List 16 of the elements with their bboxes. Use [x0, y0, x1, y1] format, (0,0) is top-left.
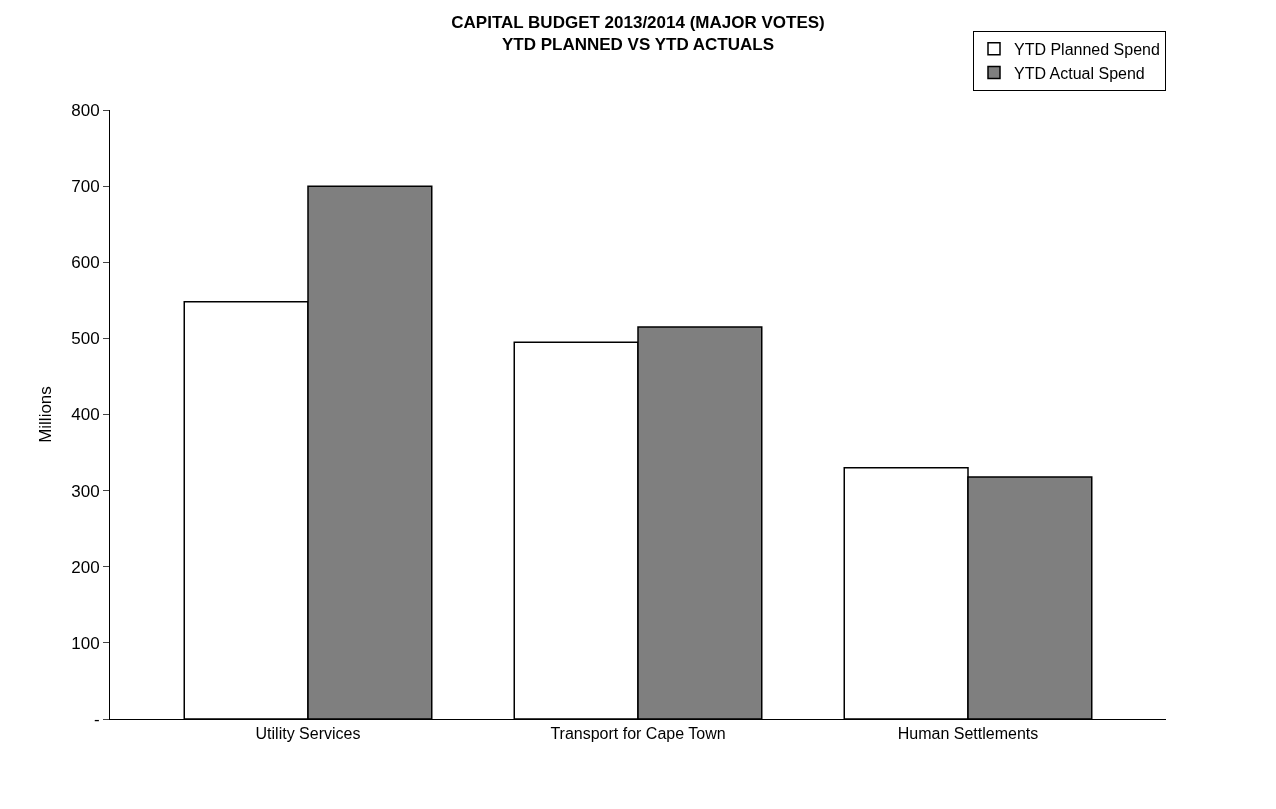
legend-label: YTD Actual Spend: [1014, 64, 1145, 82]
y-tick-label: 800: [71, 100, 100, 120]
y-tick-label: 200: [71, 557, 100, 577]
y-axis-title: Millions: [35, 386, 55, 443]
y-tick-label: 700: [71, 177, 100, 197]
x-tick-label: Utility Services: [255, 725, 361, 743]
y-tick-label: 400: [71, 405, 100, 425]
legend-label: YTD Planned Spend: [1014, 40, 1160, 58]
y-tick-label: -: [93, 709, 100, 729]
y-tick-label: 500: [71, 329, 100, 349]
y-tick-label: 600: [71, 253, 100, 273]
x-tick-label: Human Settlements: [897, 725, 1039, 743]
y-tick-label: 300: [71, 481, 100, 501]
chart-title: CAPITAL BUDGET 2013/2014 (MAJOR VOTES) YTD PLANNED VS YTD ACTUALS: [451, 13, 825, 55]
y-tick-label: 100: [71, 633, 100, 653]
x-tick-label: Transport for Cape Town: [550, 725, 726, 743]
